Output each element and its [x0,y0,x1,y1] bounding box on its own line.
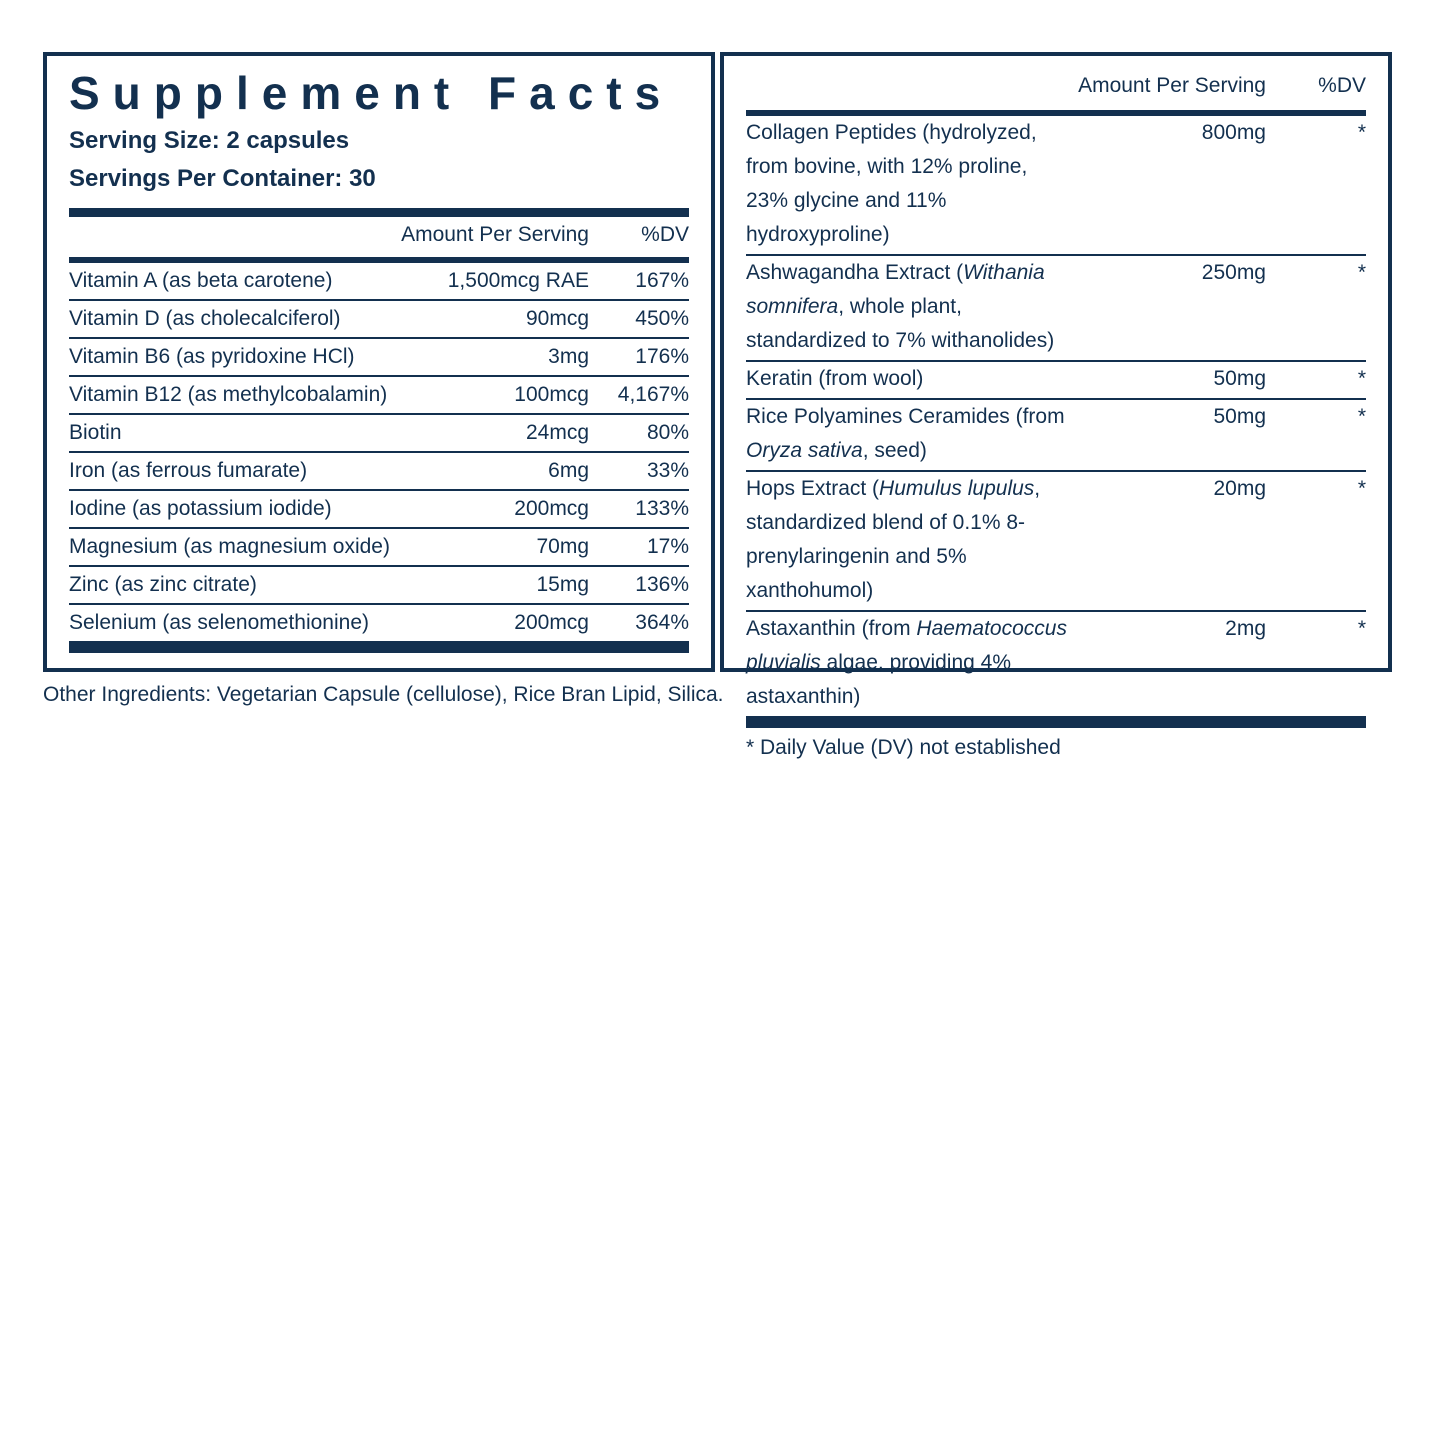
name-part: , seed) [862,439,927,462]
ingredient-row: Rice Polyamines Ceramides (from Oryza sa… [746,399,1366,472]
name-part: Collagen Peptides (hydrolyzed, from bovi… [746,121,1037,246]
nutrient-row: Vitamin B12 (as methylcobalamin) 100mcg 4,… [69,376,689,415]
amount: 2mg [1078,611,1266,728]
nutrient-name: Magnesium (as magnesium oxide) [69,528,402,567]
name-part: Hops Extract ( [746,477,880,500]
nutrient-row: Vitamin B6 (as pyridoxine HCl) 3mg 176% [69,338,689,377]
header-cell: Amount Per Serving [401,217,589,263]
daily-value: 176% [589,338,689,377]
amount: 200mcg [401,604,589,653]
ingredient-name: Collagen Peptides (hydrolyzed, from bovi… [746,113,1079,256]
name-part: Haematococcus pluvialis [746,617,1067,674]
daily-value: 4,167% [589,376,689,415]
other-ingredients: Other Ingredients: Vegetarian Capsule (c… [43,683,724,706]
amount: 6mg [401,452,589,491]
header-cell: %DV [1266,64,1366,116]
name-part: Oryza sativa [746,439,863,462]
ingredient-panel: Amount Per Serving %DV Collagen Peptides (… [720,52,1392,759]
daily-value: * [1266,471,1366,612]
name-part: algae, providing 4% astaxanthin) [746,651,1011,708]
header-cell: %DV [589,217,689,263]
ingredient-row: Collagen Peptides (hydrolyzed, from bovi… [746,113,1366,256]
nutrient-name: Zinc (as zinc citrate) [69,566,402,605]
name-part: Ashwagandha Extract ( [746,261,964,284]
nutrient-name: Iron (as ferrous fumarate) [69,452,402,491]
ingredient-name: Hops Extract (Humulus lupulus, standardi… [746,471,1079,612]
ingredient-row: Hops Extract (Humulus lupulus, standardi… [746,471,1366,612]
daily-value: 167% [589,260,689,301]
ingredient-row: Ashwagandha Extract (Withania somnifera,… [746,255,1366,362]
ingredient-name: Astaxanthin (from Haematococcus pluviali… [746,611,1079,728]
amount: 800mg [1078,113,1266,256]
daily-value: * [1266,361,1366,400]
ingredient-name: Ashwagandha Extract (Withania somnifera,… [746,255,1079,362]
ingredient-row: Keratin (from wool) 50mg * [746,361,1366,400]
daily-value: * [1266,113,1366,256]
header-spacer [746,64,1079,116]
daily-value: 33% [589,452,689,491]
nutrient-row: Iodine (as potassium iodide) 200mcg 133% [69,490,689,529]
ingredient-row: Astaxanthin (from Haematococcus pluviali… [746,611,1366,728]
amount: 200mcg [401,490,589,529]
ingredient-name: Keratin (from wool) [746,361,1079,400]
amount: 50mg [1078,399,1266,472]
nutrient-row: Zinc (as zinc citrate) 15mg 136% [69,566,689,605]
daily-value: 450% [589,300,689,339]
daily-value: 80% [589,414,689,453]
nutrient-name: Biotin [69,414,402,453]
header-spacer [69,217,402,263]
amount: 15mg [401,566,589,605]
ingredient-name: Rice Polyamines Ceramides (from Oryza sa… [746,399,1079,472]
nutrient-row: Selenium (as selenomethionine) 200mcg 364% [69,604,689,653]
servings-per-container: Servings Per Container: 30 [69,165,376,192]
name-part: , whole plant, standardized to 7% withan… [746,295,1055,352]
nutrient-name: Vitamin A (as beta carotene) [69,260,402,301]
nutrient-name: Iodine (as potassium iodide) [69,490,402,529]
name-part: Humulus lupulus [879,477,1035,500]
nutrient-table: Amount Per Serving %DV Vitamin A (as beta … [69,217,689,653]
nutrient-row: Biotin 24mcg 80% [69,414,689,453]
daily-value: * [1266,611,1366,728]
name-part: Astaxanthin (from [746,617,917,640]
amount: 250mg [1078,255,1266,362]
daily-value: 136% [589,566,689,605]
amount: 50mg [1078,361,1266,400]
nutrient-name: Vitamin B12 (as methylcobalamin) [69,376,402,415]
serving-size: Serving Size: 2 capsules [69,127,350,154]
amount: 24mcg [401,414,589,453]
amount: 1,500mcg RAE [401,260,589,301]
daily-value: 133% [589,490,689,529]
header-row: Amount Per Serving %DV [746,64,1366,116]
nutrient-name: Vitamin D (as cholecalciferol) [69,300,402,339]
amount: 70mg [401,528,589,567]
amount: 90mcg [401,300,589,339]
footnote: * Daily Value (DV) not established [746,736,1061,759]
nutrient-row: Magnesium (as magnesium oxide) 70mg 17% [69,528,689,567]
name-part: Rice Polyamines Ceramides (from [746,405,1065,428]
facts-panel: Supplement Facts Serving Size: 2 capsule… [43,52,715,672]
divider [69,208,689,217]
title: Supplement Facts [69,67,674,119]
daily-value: * [1266,399,1366,472]
daily-value: 364% [589,604,689,653]
name-part: Withania somnifera [746,261,1045,318]
nutrient-row: Vitamin D (as cholecalciferol) 90mcg 450% [69,300,689,339]
amount: 100mcg [401,376,589,415]
nutrient-name: Selenium (as selenomethionine) [69,604,402,653]
name-part: Keratin (from wool) [746,367,924,390]
daily-value: * [1266,255,1366,362]
nutrient-row: Iron (as ferrous fumarate) 6mg 33% [69,452,689,491]
header-row: Amount Per Serving %DV [69,217,689,263]
amount: 3mg [401,338,589,377]
amount: 20mg [1078,471,1266,612]
header-cell: Amount Per Serving [1078,64,1266,116]
ingredient-table: Amount Per Serving %DV Collagen Peptides (… [746,64,1366,728]
nutrient-name: Vitamin B6 (as pyridoxine HCl) [69,338,402,377]
nutrient-row: Vitamin A (as beta carotene) 1,500mcg RAE… [69,260,689,301]
daily-value: 17% [589,528,689,567]
name-part: , standardized blend of 0.1% 8-prenylari… [746,477,1041,602]
